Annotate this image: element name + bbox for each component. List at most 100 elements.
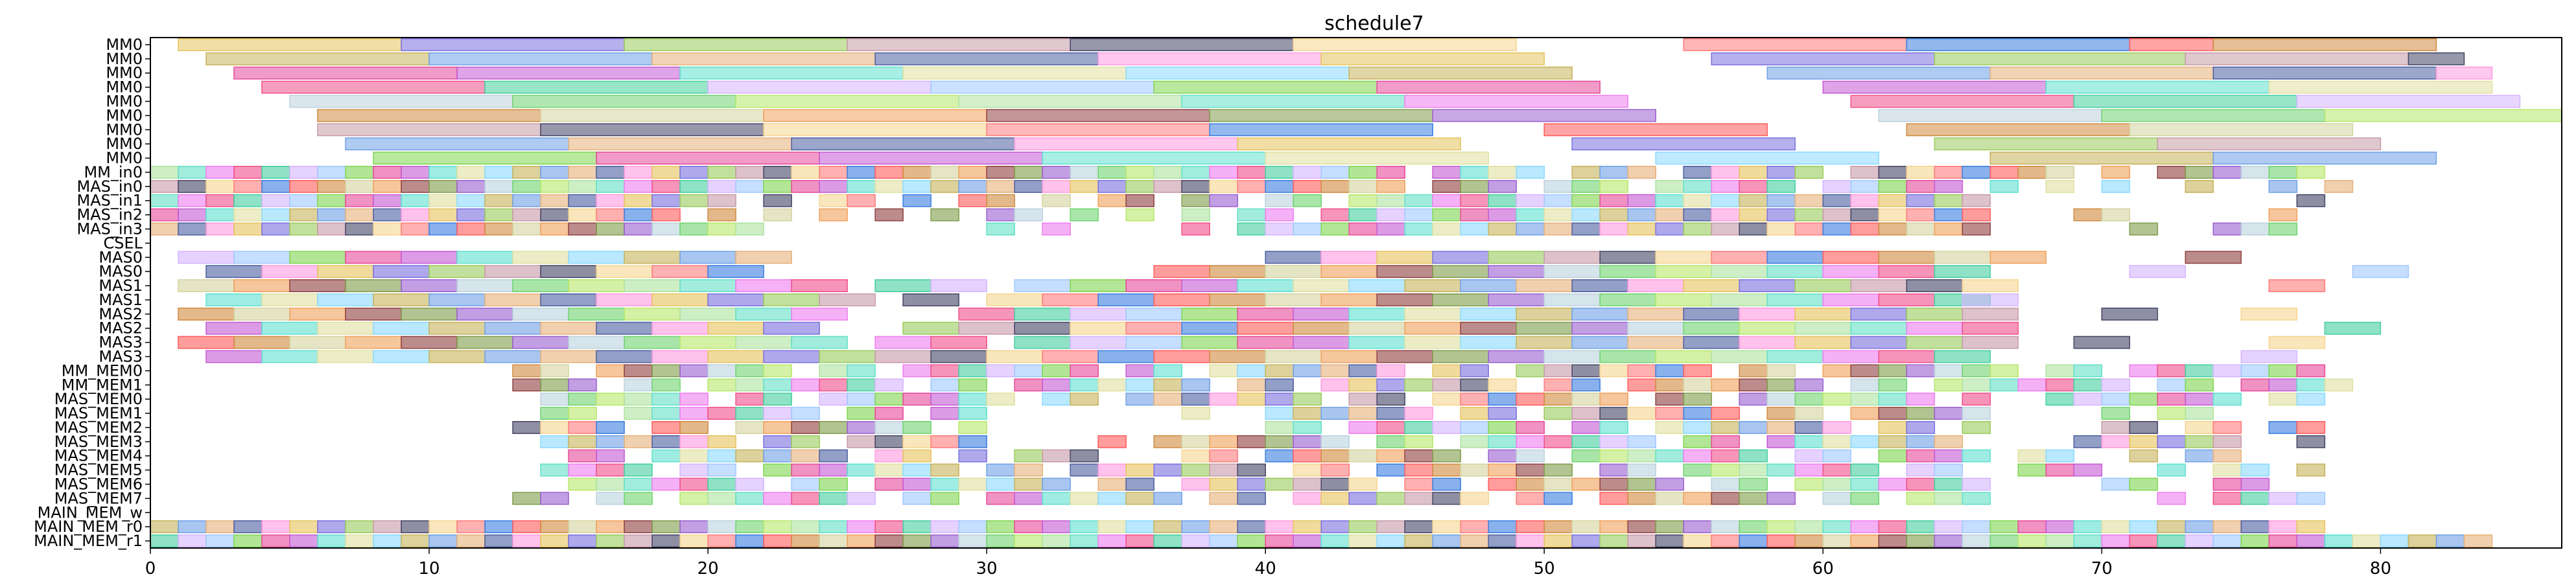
mem-task-bar <box>763 435 792 448</box>
io-task-bar <box>1488 194 1517 207</box>
io-task-bar <box>902 179 931 193</box>
mas-task-bar <box>1683 321 1740 335</box>
mem-task-bar <box>1209 477 1238 491</box>
io-task-bar <box>986 194 1015 207</box>
mem-task-bar <box>1766 492 1796 505</box>
io-task-bar <box>1265 194 1294 207</box>
io-task-bar <box>707 194 736 207</box>
mem-task-bar <box>1320 534 1350 547</box>
mem-task-bar <box>1042 378 1071 392</box>
mm-task-bar <box>1097 52 1322 65</box>
mem-task-bar <box>902 449 931 463</box>
mem-task-bar <box>1070 393 1099 406</box>
mas-task-bar <box>178 279 235 292</box>
mem-task-bar <box>1683 492 1713 505</box>
x-tick-label: 0 <box>145 559 156 578</box>
mas-task-bar <box>930 279 987 292</box>
mem-task-bar <box>1766 378 1796 392</box>
mem-task-bar <box>1878 407 1908 420</box>
mem-task-bar <box>735 534 764 547</box>
mem-task-bar <box>958 378 987 392</box>
mem-task-bar <box>1878 449 1908 463</box>
io-task-bar <box>874 166 904 179</box>
mem-task-bar <box>2240 463 2270 477</box>
io-task-bar <box>1627 194 1657 207</box>
mem-task-bar <box>2101 393 2131 406</box>
mem-task-bar <box>1516 364 1545 378</box>
io-task-bar <box>1711 179 1740 193</box>
mas-task-bar <box>1404 307 1462 321</box>
mem-task-bar <box>1711 435 1740 448</box>
io-task-bar <box>540 208 569 222</box>
io-task-bar <box>596 194 625 207</box>
mem-task-bar <box>1627 435 1657 448</box>
mas-task-bar <box>1989 251 2047 264</box>
mem-task-bar <box>1850 492 1880 505</box>
mm-task-bar <box>1850 95 2075 108</box>
mas-task-bar <box>289 279 346 292</box>
mas-task-bar <box>401 307 458 321</box>
mas-task-bar <box>540 321 597 335</box>
io-task-bar <box>624 222 653 236</box>
mas-task-bar <box>596 321 653 335</box>
io-task-bar <box>1265 222 1294 236</box>
mem-task-bar <box>1488 449 1517 463</box>
mas-task-bar <box>512 307 569 321</box>
y-tick-label: MAS_in2 <box>76 206 143 224</box>
io-task-bar <box>540 194 569 207</box>
io-task-bar <box>1125 208 1154 222</box>
mem-task-bar <box>1822 364 1852 378</box>
mem-task-bar <box>1766 534 1796 547</box>
mem-task-bar <box>2157 520 2186 534</box>
io-task-bar <box>345 194 374 207</box>
mem-task-bar <box>2212 393 2242 406</box>
io-task-bar <box>428 179 458 193</box>
io-task-bar <box>651 222 681 236</box>
mem-task-bar <box>651 435 681 448</box>
mem-task-bar <box>596 393 625 406</box>
io-task-bar <box>1655 194 1685 207</box>
mas-task-bar <box>679 336 736 349</box>
mem-task-bar <box>1794 463 1824 477</box>
io-task-bar <box>1961 208 1991 222</box>
mas-task-bar <box>205 293 263 306</box>
io-task-bar <box>735 179 764 193</box>
io-task-bar <box>1460 208 1490 222</box>
mas-task-bar <box>1265 293 1322 306</box>
io-task-bar <box>958 179 987 193</box>
mm-task-bar <box>2212 66 2437 80</box>
mem-task-bar <box>1655 492 1685 505</box>
io-task-bar <box>2240 222 2270 236</box>
mem-task-bar <box>763 520 792 534</box>
mas-task-bar <box>958 321 1015 335</box>
io-task-bar <box>1711 166 1740 179</box>
y-tick-label: MAS2 <box>99 305 143 323</box>
mem-task-bar <box>2129 364 2159 378</box>
mas-task-bar <box>930 350 987 363</box>
io-task-bar <box>1850 194 1880 207</box>
mem-task-bar <box>1878 421 1908 434</box>
mem-task-bar <box>1042 520 1071 534</box>
io-task-bar <box>1460 179 1490 193</box>
bars-layer <box>150 38 2562 547</box>
mem-task-bar <box>1878 378 1908 392</box>
mem-task-bar <box>1432 463 1462 477</box>
mem-task-bar <box>1739 463 1768 477</box>
mas-task-bar <box>679 279 736 292</box>
mem-task-bar <box>1432 449 1462 463</box>
mem-task-bar <box>1404 477 1434 491</box>
mem-task-bar <box>1125 393 1154 406</box>
mas-task-bar <box>1404 279 1462 292</box>
mas-task-bar <box>679 307 736 321</box>
mm-task-bar <box>1711 52 1936 65</box>
mem-task-bar <box>1293 449 1322 463</box>
x-tick-label: 40 <box>1255 559 1276 578</box>
mem-task-bar <box>1794 449 1824 463</box>
io-task-bar <box>1655 222 1685 236</box>
mas-task-bar <box>1460 307 1517 321</box>
mem-task-bar <box>2352 534 2382 547</box>
mas-task-bar <box>1766 293 1824 306</box>
mm-task-bar <box>1878 109 2103 122</box>
mm-task-bar <box>1571 137 1796 151</box>
io-task-bar <box>1320 222 1350 236</box>
